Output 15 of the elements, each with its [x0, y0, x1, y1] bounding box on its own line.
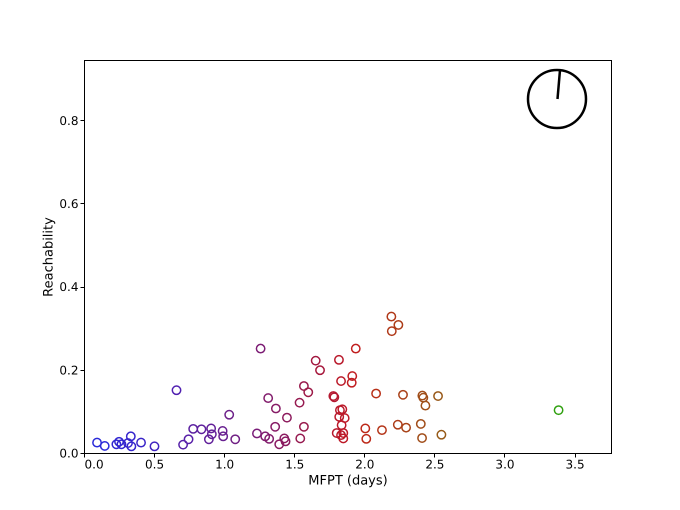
y-tick-label: 0.0 [59, 446, 78, 460]
x-axis-title: MFPT (days) [308, 474, 388, 488]
x-tick-label: 0.5 [145, 458, 164, 472]
x-tick-label: 1.5 [285, 458, 304, 472]
y-tick-label: 0.6 [59, 196, 78, 211]
x-tick-label: 1.0 [215, 458, 234, 472]
x-tick-label: 2.0 [355, 458, 374, 472]
x-tick-label: 0.0 [84, 458, 104, 472]
y-tick-label: 0.2 [59, 363, 78, 378]
y-tick-label: 0.8 [59, 114, 78, 128]
x-tick-label: 3.0 [495, 458, 515, 472]
x-tick-label: 2.5 [425, 458, 444, 472]
y-axis-title: Reachability [41, 216, 56, 297]
x-tick-label: 3.5 [566, 458, 585, 472]
y-tick-label: 0.4 [59, 280, 78, 294]
